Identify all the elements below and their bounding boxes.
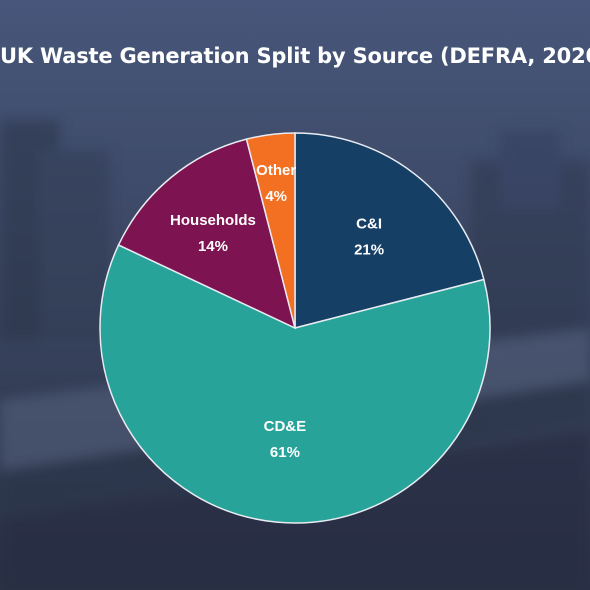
slice-label-cd-e: CD&E (264, 418, 307, 435)
pie-slice-cd-e (99, 243, 491, 524)
slice-value-c-i: 21% (354, 241, 384, 258)
pie-slice-c-i (294, 132, 485, 329)
slice-value-households: 14% (198, 238, 228, 255)
slice-label-c-i: C&I (356, 215, 382, 232)
slice-label-other: Other (256, 162, 296, 179)
chart-title: UK Waste Generation Split by Source (DEF… (0, 44, 590, 68)
slice-value-cd-e: 61% (270, 444, 300, 461)
pie-slice-households (117, 138, 297, 330)
slice-label-households: Households (170, 212, 256, 229)
slice-value-other: 4% (265, 188, 287, 205)
pie-slice-other (245, 132, 296, 329)
